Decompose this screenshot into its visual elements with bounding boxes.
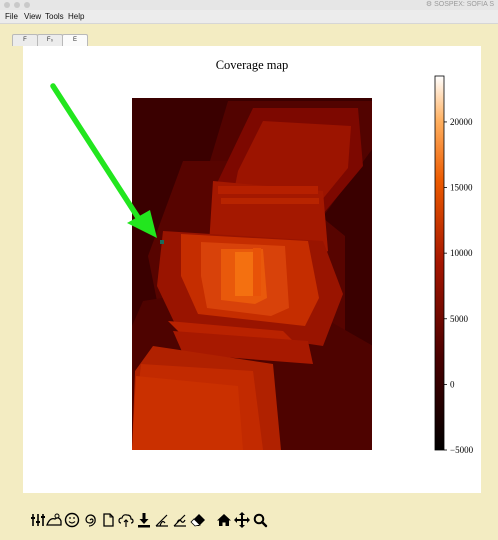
tab-flux[interactable]: F [12, 34, 38, 46]
smiley-icon[interactable] [64, 511, 80, 529]
menu-bar: File View Tools Help [0, 10, 498, 24]
download-icon[interactable] [136, 511, 152, 529]
menu-view[interactable]: View [24, 12, 42, 21]
position-marker [160, 240, 164, 244]
cloud-upload-icon[interactable] [118, 511, 134, 529]
menu-file[interactable]: File [5, 12, 18, 21]
tab-exposure[interactable]: E [62, 34, 88, 46]
minimize-window-icon[interactable] [14, 2, 20, 8]
colorbar-tick-label: −5000 [450, 445, 474, 455]
zoom-icon[interactable] [252, 511, 268, 529]
home-icon[interactable] [216, 511, 232, 529]
eraser-icon[interactable] [190, 511, 206, 529]
app-logo-icon: ⚙ [425, 1, 433, 8]
colorbar-tick-label: 20000 [450, 117, 473, 127]
line-fit-icon[interactable] [154, 511, 170, 529]
close-window-icon[interactable] [4, 2, 10, 8]
menu-tools[interactable]: Tools [45, 12, 64, 21]
app-title: ⚙ SOSPEX: SOFIA S [425, 1, 494, 8]
coverage-map-image [132, 101, 372, 450]
page-icon[interactable] [100, 511, 116, 529]
colorbar-tick-label: 15000 [450, 183, 473, 193]
swirl-icon[interactable] [82, 511, 98, 529]
colorbar: 20000 15000 10000 5000 0 −5000 [434, 75, 474, 455]
coverage-map-figure: 20000 15000 10000 5000 0 −5000 [50, 75, 474, 455]
colorbar-tick-label: 5000 [450, 314, 469, 324]
tab-flux-zero[interactable]: F₀ [37, 34, 63, 46]
colorbar-ticks: 20000 15000 10000 5000 0 −5000 [444, 117, 474, 455]
plot-canvas[interactable]: Coverage map [23, 46, 481, 493]
line-fit-2-icon[interactable] [172, 511, 188, 529]
colorbar-tick-label: 10000 [450, 248, 473, 258]
zoom-window-icon[interactable] [24, 2, 30, 8]
colorbar-tick-label: 0 [450, 379, 455, 389]
annotation-arrow [50, 83, 157, 238]
pan-icon[interactable] [234, 511, 250, 529]
menu-help[interactable]: Help [68, 12, 85, 21]
sliders-icon[interactable] [30, 511, 46, 529]
cloud-landscape-icon[interactable] [46, 511, 62, 529]
plot-title: Coverage map [215, 58, 289, 72]
